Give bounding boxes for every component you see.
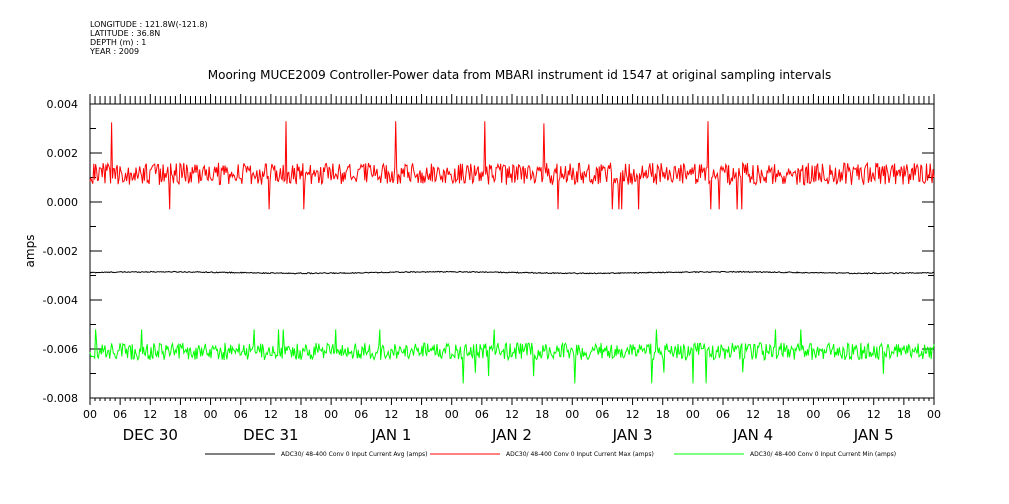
x-date-label: JAN 4 bbox=[732, 426, 773, 444]
x-hour-label: 18 bbox=[776, 408, 790, 421]
x-hour-label: 06 bbox=[234, 408, 248, 421]
x-hour-label: 12 bbox=[626, 408, 640, 421]
x-hour-label: 00 bbox=[324, 408, 338, 421]
y-tick-label: 0.004 bbox=[47, 98, 79, 111]
x-date-label: JAN 5 bbox=[853, 426, 894, 444]
x-hour-label: 18 bbox=[294, 408, 308, 421]
legend-label: ADC30/ 48-400 Conv 0 Input Current Min (… bbox=[750, 451, 896, 458]
x-hour-label: 12 bbox=[505, 408, 519, 421]
x-hour-label: 00 bbox=[445, 408, 459, 421]
legend-label: ADC30/ 48-400 Conv 0 Input Current Max (… bbox=[506, 451, 654, 458]
series-line bbox=[89, 270, 935, 275]
y-axis-title: amps bbox=[23, 235, 37, 268]
x-hour-label: 18 bbox=[656, 408, 670, 421]
x-hour-label: 00 bbox=[565, 408, 579, 421]
x-hour-label: 00 bbox=[204, 408, 218, 421]
x-hour-label: 18 bbox=[535, 408, 549, 421]
x-date-label: JAN 3 bbox=[612, 426, 653, 444]
x-hour-label: 00 bbox=[806, 408, 820, 421]
y-tick-label: 0.000 bbox=[47, 196, 79, 209]
series-line bbox=[89, 329, 935, 384]
chart-title: Mooring MUCE2009 Controller-Power data f… bbox=[207, 68, 832, 82]
y-tick-label: -0.004 bbox=[43, 294, 78, 307]
x-date-label: DEC 30 bbox=[123, 426, 178, 444]
x-hour-label: 18 bbox=[173, 408, 187, 421]
legend-label: ADC30/ 48-400 Conv 0 Input Current Avg (… bbox=[281, 451, 428, 458]
x-hour-label: 06 bbox=[595, 408, 609, 421]
x-hour-label: 06 bbox=[113, 408, 127, 421]
x-hour-label: 00 bbox=[83, 408, 97, 421]
year-label: YEAR : 2009 bbox=[90, 47, 140, 56]
x-hour-label: 12 bbox=[746, 408, 760, 421]
x-hour-label: 18 bbox=[897, 408, 911, 421]
x-hour-label: 06 bbox=[475, 408, 489, 421]
y-tick-label: -0.002 bbox=[43, 245, 78, 258]
latitude-label: LATITUDE : 36.8N bbox=[90, 29, 161, 38]
x-hour-label: 06 bbox=[354, 408, 368, 421]
x-hour-label: 12 bbox=[264, 408, 278, 421]
x-hour-label: 00 bbox=[927, 408, 941, 421]
y-tick-label: -0.006 bbox=[43, 343, 78, 356]
x-date-label: JAN 1 bbox=[370, 426, 411, 444]
x-hour-label: 06 bbox=[837, 408, 851, 421]
longitude-label: LONGITUDE : 121.8W(-121.8) bbox=[90, 20, 208, 29]
plot-frame bbox=[89, 103, 935, 399]
depth-label: DEPTH (m) : 1 bbox=[90, 38, 147, 47]
x-hour-label: 00 bbox=[686, 408, 700, 421]
x-date-label: JAN 2 bbox=[491, 426, 532, 444]
x-date-label: DEC 31 bbox=[243, 426, 298, 444]
x-hour-label: 06 bbox=[716, 408, 730, 421]
y-tick-label: 0.002 bbox=[47, 147, 79, 160]
series-line bbox=[89, 121, 935, 210]
x-hour-label: 12 bbox=[384, 408, 398, 421]
y-tick-label: -0.008 bbox=[43, 392, 78, 405]
metadata-block: LONGITUDE : 121.8W(-121.8) LATITUDE : 36… bbox=[90, 20, 208, 56]
x-hour-label: 12 bbox=[143, 408, 157, 421]
x-hour-label: 12 bbox=[867, 408, 881, 421]
x-hour-label: 18 bbox=[415, 408, 429, 421]
